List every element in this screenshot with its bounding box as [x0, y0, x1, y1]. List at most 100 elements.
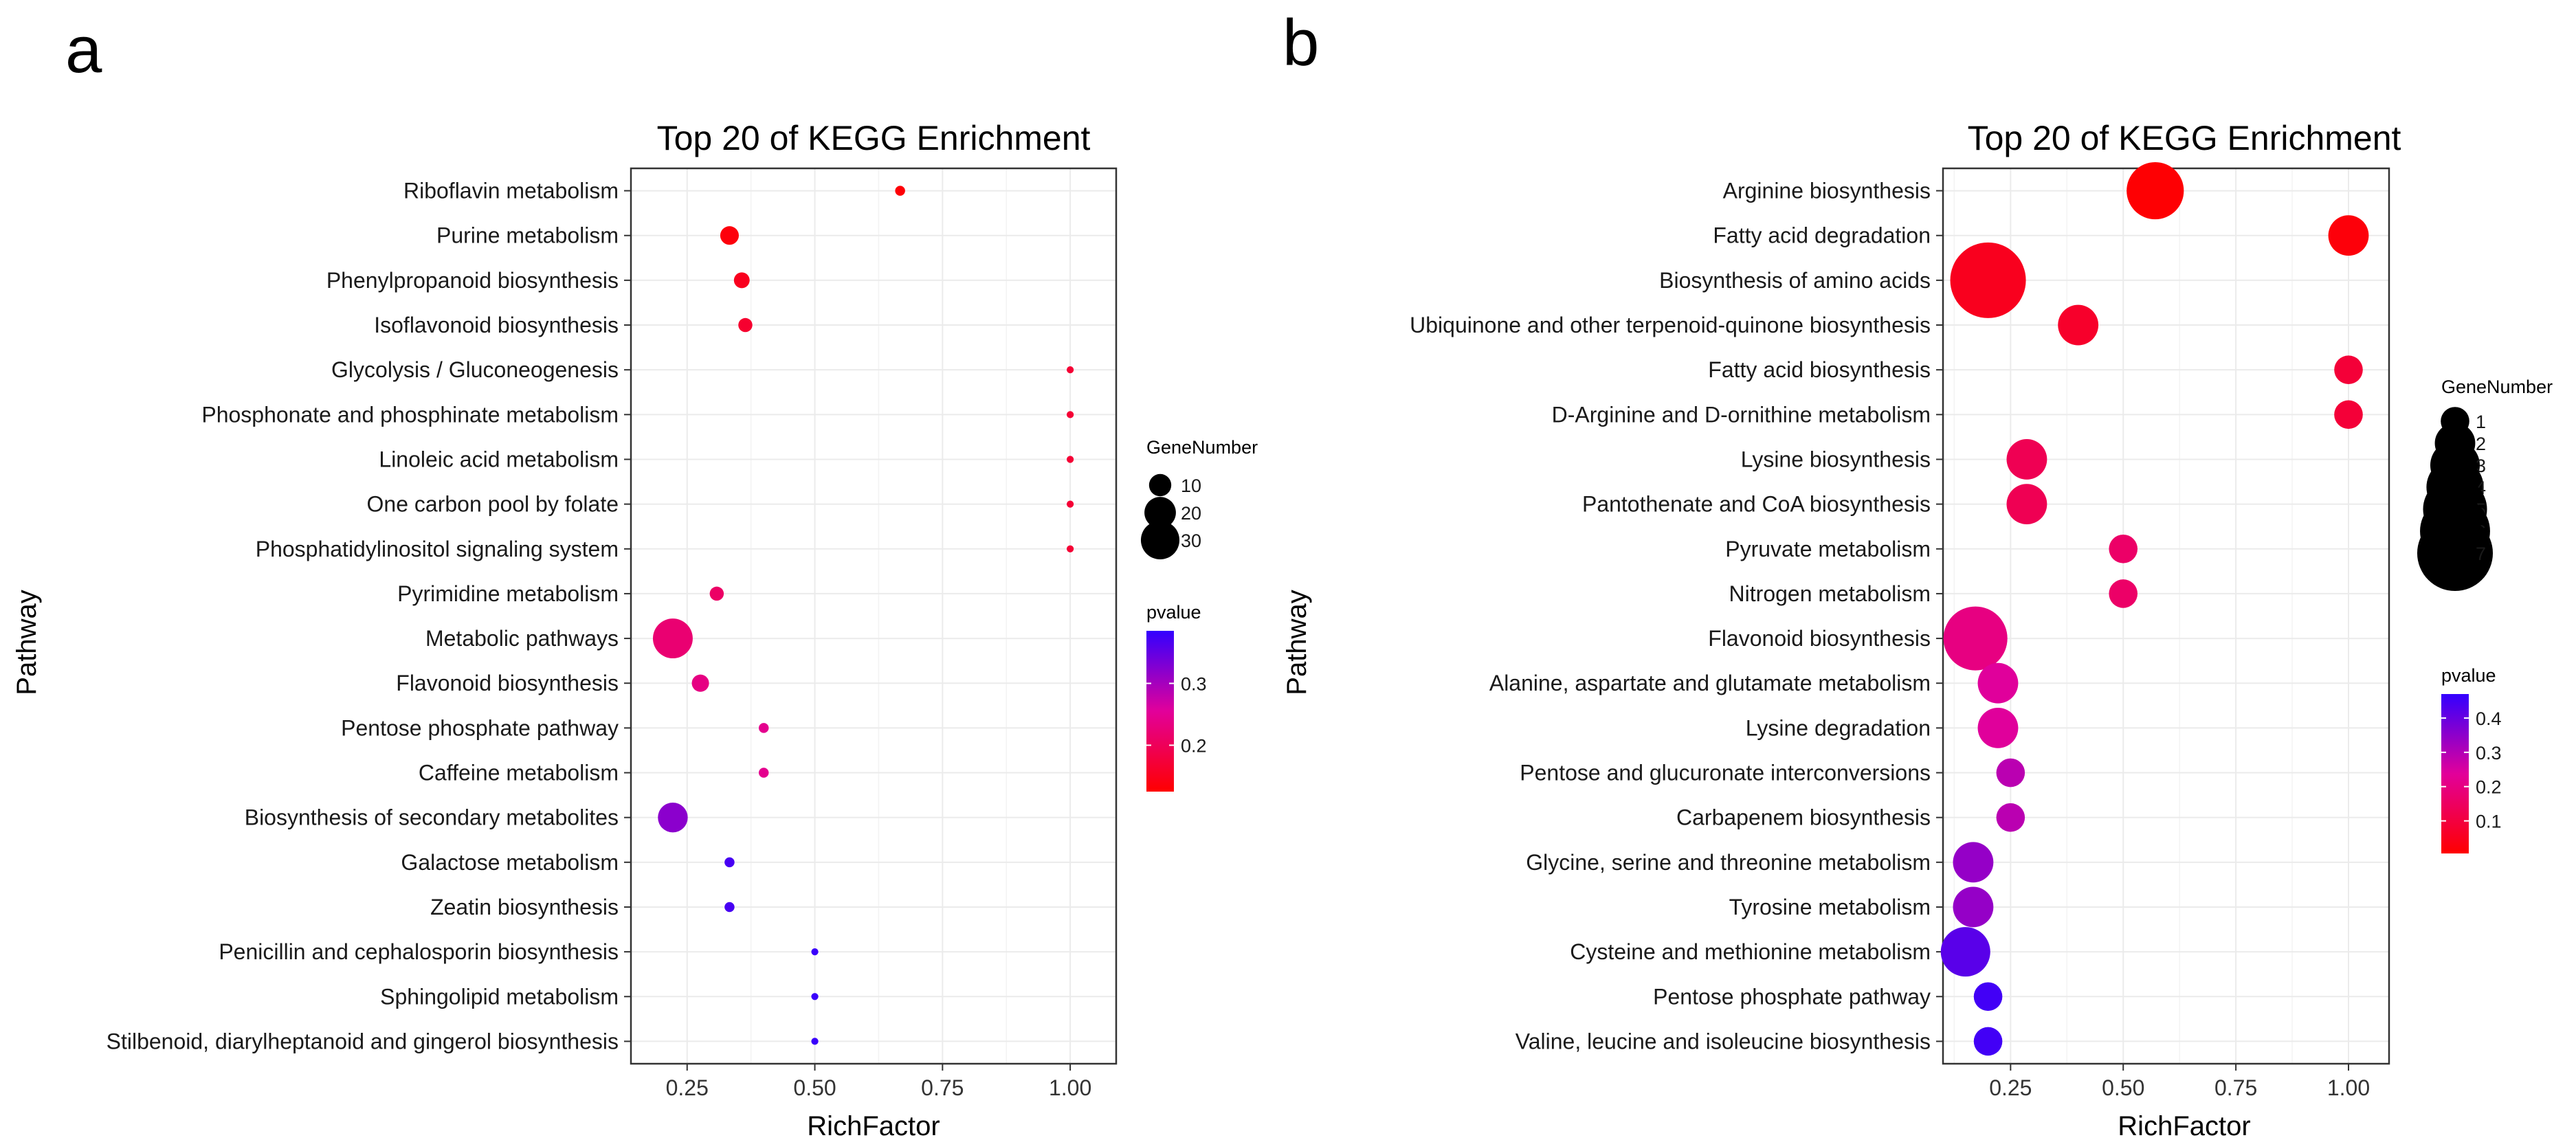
panel-b-y-tick-label: Pentose and glucuronate interconversions	[1520, 761, 1931, 785]
panel-b-size-legend-label: 1	[2476, 412, 2486, 432]
panel-a-data-point	[652, 618, 693, 659]
panel-b-x-axis-title: RichFactor	[2118, 1111, 2250, 1140]
panel-a-color-legend-label: 0.3	[1181, 674, 1207, 695]
panel-a-y-tick-label: Riboflavin metabolism	[403, 179, 619, 203]
panel-a-plot-frame	[630, 167, 1118, 1065]
panel-b-y-tick-label: Biosynthesis of amino acids	[1659, 268, 1931, 293]
panel-b-data-point	[1996, 803, 2025, 832]
panel-a-data-point	[1066, 456, 1074, 463]
panel-a-y-tick-label: One carbon pool by folate	[367, 492, 619, 517]
panel-b-label: b	[1283, 6, 1319, 80]
panel-a-data-point	[658, 802, 688, 833]
panel-a-y-tick-label: Metabolic pathways	[425, 626, 619, 651]
panel-b-data-point	[1953, 842, 1994, 883]
panel-a-y-tick-label: Penicillin and cephalosporin biosynthesi…	[219, 939, 619, 964]
panel-b-plot-background	[1943, 168, 2389, 1064]
panel-a-data-point	[811, 1038, 819, 1045]
panel-b-x-tick-label: 1.00	[2327, 1075, 2370, 1100]
panel-a-x-axis-title: RichFactor	[807, 1111, 940, 1140]
panel-a-data-point	[724, 902, 735, 913]
panel-a-y-tick-label: Pyrimidine metabolism	[397, 581, 619, 606]
panel-a-y-tick-label: Pentose phosphate pathway	[341, 715, 619, 740]
panel-b-color-legend-label: 0.3	[2476, 743, 2502, 763]
panel-a-color-legend-title: pvalue	[1146, 602, 1201, 623]
panel-b-y-tick-label: Carbapenem biosynthesis	[1676, 805, 1931, 830]
panel-b-y-tick-label: Fatty acid degradation	[1713, 223, 1931, 248]
panel-b-data-point	[2058, 304, 2099, 346]
panel-a-color-legend-label: 0.2	[1181, 736, 1207, 757]
panel-b-data-point	[1996, 758, 2025, 787]
panel-b: b Top 20 of KEGG Enrichment RichFactor P…	[1282, 6, 2553, 1140]
panel-a-y-tick-label: Phenylpropanoid biosynthesis	[326, 268, 619, 293]
panel-a-data-point	[1066, 500, 1074, 508]
panel-a-data-point	[738, 317, 753, 333]
panel-b-color-legend-label: 0.1	[2476, 812, 2502, 832]
panel-b-y-tick-label: Nitrogen metabolism	[1729, 581, 1931, 606]
panel-a-data-point	[758, 723, 769, 733]
panel-a-y-axis-title: Pathway	[12, 590, 42, 695]
panel-a-color-legend-ticks: 0.2 0.3	[1146, 674, 1207, 757]
panel-a-size-legend-label: 10	[1181, 476, 1201, 496]
panel-a-data-point	[720, 226, 739, 245]
panel-a-x-tick-label: 0.50	[793, 1075, 836, 1100]
panel-a-x-tick-label: 0.25	[666, 1075, 709, 1100]
panel-a-data-point	[1066, 411, 1074, 418]
panel-a-y-tick-label: Phosphatidylinositol signaling system	[256, 537, 619, 561]
panel-b-size-legend: 1234567	[2417, 407, 2494, 592]
panel-b-color-legend-label: 0.2	[2476, 777, 2502, 798]
panel-a-data-point	[709, 586, 724, 601]
panel-a-size-legend-key	[1140, 520, 1180, 560]
panel-b-size-legend-key	[2417, 515, 2494, 592]
panel-a-y-tick-label: Flavonoid biosynthesis	[396, 671, 619, 695]
panel-a-size-legend-title: GeneNumber	[1146, 437, 1258, 458]
panel-b-data-point	[2328, 215, 2369, 256]
panel-b-data-point	[1953, 886, 1994, 928]
panel-b-size-legend-label: 7	[2476, 544, 2486, 564]
panel-a-title: Top 20 of KEGG Enrichment	[657, 119, 1091, 157]
panel-a-y-tick-label: Stilbenoid, diarylheptanoid and gingerol…	[107, 1029, 619, 1053]
panel-a-data-point	[811, 993, 819, 1001]
panel-b-color-legend-title: pvalue	[2441, 665, 2496, 686]
panel-b-y-tick-label: Pentose phosphate pathway	[1653, 984, 1931, 1009]
panel-b-data-point	[2109, 579, 2138, 608]
panel-a-data-point	[895, 186, 905, 196]
panel-b-x-tick-label: 0.75	[2214, 1075, 2257, 1100]
panel-a-x-tick-label: 0.75	[921, 1075, 964, 1100]
panel-a-y-tick-label: Purine metabolism	[436, 223, 619, 248]
panel-b-data-point	[2109, 534, 2138, 563]
panel-b-size-legend-label: 2	[2476, 434, 2486, 454]
panel-a-y-tick-label: Sphingolipid metabolism	[380, 984, 619, 1009]
panel-b-color-legend-ticks: 0.1 0.2 0.3 0.4	[2441, 708, 2502, 832]
panel-b-x-tick-label: 0.25	[1989, 1075, 2032, 1100]
panel-a-data-point	[691, 674, 709, 692]
panel-a-size-legend-label: 20	[1181, 503, 1201, 524]
panel-b-title: Top 20 of KEGG Enrichment	[1968, 119, 2401, 157]
panel-a-plot-area: 0.25 0.50 0.75 1.00 Riboflavin metabolism Pur…	[107, 167, 1118, 1100]
panel-b-legend: GeneNumber 1234567 pvalue 0.1 0.2 0.3 0.4	[2417, 377, 2553, 853]
panel-a-data-point	[1066, 366, 1074, 374]
panel-b-y-tick-label: Glycine, serine and threonine metabolism	[1526, 850, 1931, 875]
panel-b-data-point	[2334, 355, 2363, 384]
panel-b-data-point	[1943, 606, 2008, 671]
panel-a-legend: GeneNumber 10 20 30 pvalue 0.2 0.3	[1140, 437, 1258, 792]
panel-a-y-tick-label: Phosphonate and phosphinate metabolism	[201, 402, 619, 427]
panel-b-y-tick-label: Fatty acid biosynthesis	[1708, 357, 1931, 382]
panel-b-color-bar	[2441, 694, 2469, 853]
panel-a-data-point	[1066, 545, 1074, 552]
panel-b-data-point	[2006, 439, 2047, 480]
panel-a: a Top 20 of KEGG Enrichment RichFactor P…	[12, 13, 1258, 1140]
panel-a-x-tick-label: 1.00	[1049, 1075, 1091, 1100]
panel-a-size-legend-key	[1144, 497, 1176, 528]
panel-b-size-legend-title: GeneNumber	[2441, 377, 2553, 397]
panel-b-data-point	[2127, 161, 2184, 220]
panel-a-y-tick-label: Linoleic acid metabolism	[379, 447, 619, 471]
panel-b-y-tick-label: Pantothenate and CoA biosynthesis	[1582, 492, 1931, 517]
panel-a-label: a	[65, 13, 102, 87]
panel-a-data-point	[733, 272, 750, 289]
panel-a-plot-background	[631, 168, 1116, 1064]
panel-a-y-tick-label: Caffeine metabolism	[419, 761, 619, 785]
panel-a-data-point	[811, 948, 819, 956]
panel-b-data-point	[2334, 400, 2363, 429]
panel-a-data-point	[724, 857, 735, 868]
panel-a-y-tick-label: Zeatin biosynthesis	[430, 895, 619, 919]
